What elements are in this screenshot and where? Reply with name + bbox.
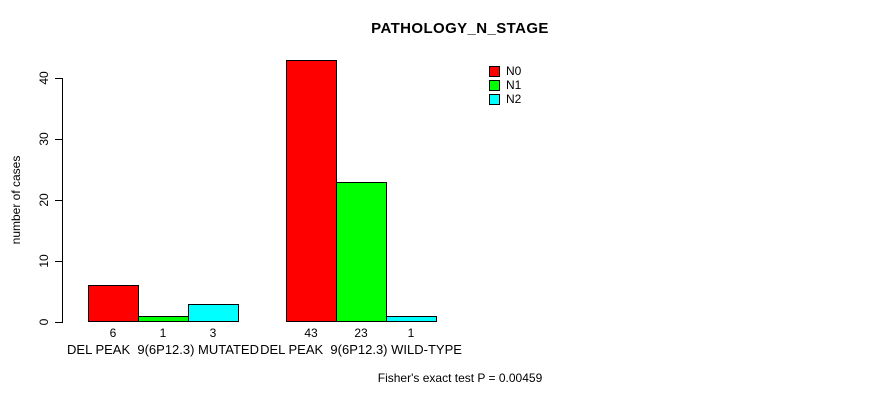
legend-label: N2 <box>506 92 522 106</box>
legend-swatch-N2 <box>489 93 500 105</box>
bar-N0-group1 <box>286 60 337 322</box>
y-axis-tick <box>55 138 62 140</box>
bar-value-label: 1 <box>407 326 415 340</box>
stat-annotation: Fisher's exact test P = 0.00459 <box>377 371 543 385</box>
y-axis-label: number of cases <box>9 155 23 245</box>
legend-label: N1 <box>506 78 522 92</box>
legend-label: N0 <box>506 64 522 78</box>
y-tick-label: 30 <box>37 132 51 146</box>
bar-N2-group0 <box>188 304 239 322</box>
y-tick-label: 10 <box>37 254 51 268</box>
y-axis-line <box>62 78 63 323</box>
bar-value-label: 23 <box>354 326 368 340</box>
bar-value-label: 6 <box>109 326 117 340</box>
legend-item-N2: N2 <box>489 92 521 106</box>
legend-item-N0: N0 <box>489 64 521 78</box>
y-tick-label: 40 <box>37 71 51 85</box>
bar-N1-group0 <box>138 316 189 322</box>
y-axis-tick <box>55 260 62 262</box>
y-axis-tick <box>55 199 62 201</box>
category-label: DEL PEAK 9(6P12.3) MUTATED <box>67 342 259 357</box>
legend-item-N1: N1 <box>489 78 521 92</box>
y-axis-tick <box>55 77 62 79</box>
bar-N1-group1 <box>336 182 387 322</box>
y-tick-label: 0 <box>37 318 51 326</box>
category-label: DEL PEAK 9(6P12.3) WILD-TYPE <box>260 342 462 357</box>
y-tick-label: 20 <box>37 193 51 207</box>
legend: N0 N1 N2 <box>489 64 521 106</box>
chart-title: PATHOLOGY_N_STAGE <box>371 20 549 37</box>
legend-swatch-N1 <box>489 79 500 91</box>
legend-swatch-N0 <box>489 65 500 77</box>
bar-N0-group0 <box>88 285 139 322</box>
bar-value-label: 3 <box>209 326 217 340</box>
bar-value-label: 43 <box>304 326 318 340</box>
bar-value-label: 1 <box>159 326 167 340</box>
y-axis-tick <box>55 321 62 323</box>
bar-N2-group1 <box>386 316 437 322</box>
